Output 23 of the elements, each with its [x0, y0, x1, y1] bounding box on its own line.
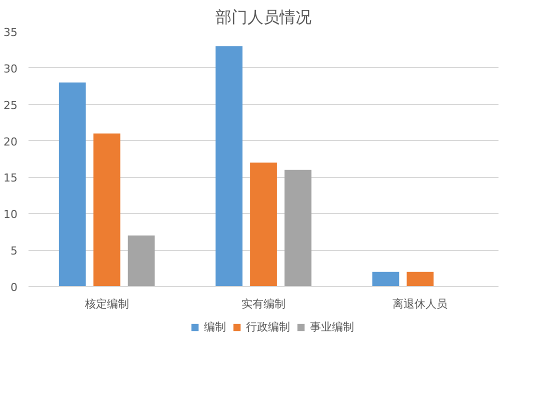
y-tick-label: 0 [10, 281, 18, 294]
legend-label: 编制 [204, 320, 226, 334]
bar [250, 162, 277, 286]
x-tick-label: 实有编制 [242, 298, 286, 310]
y-tick-label: 20 [4, 135, 18, 148]
bar [93, 134, 120, 286]
bar [216, 46, 242, 286]
y-tick-label: 25 [4, 98, 18, 112]
chart-title: 部门人员情况 [216, 8, 312, 26]
y-tick-label: 35 [4, 26, 18, 39]
bar [406, 272, 434, 286]
bar [128, 236, 155, 286]
bar [58, 82, 86, 286]
legend-label: 事业编制 [310, 320, 354, 334]
bar [284, 170, 312, 286]
bar [372, 272, 400, 286]
y-tick-label: 15 [4, 172, 18, 185]
y-tick-label: 5 [10, 244, 18, 258]
y-tick-label: 10 [4, 208, 18, 222]
y-tick-label: 30 [4, 62, 18, 76]
legend-label: 行政编制 [246, 320, 290, 334]
x-tick-label: 离退休人员 [392, 298, 448, 310]
x-tick-label: 核定编制 [84, 298, 129, 310]
